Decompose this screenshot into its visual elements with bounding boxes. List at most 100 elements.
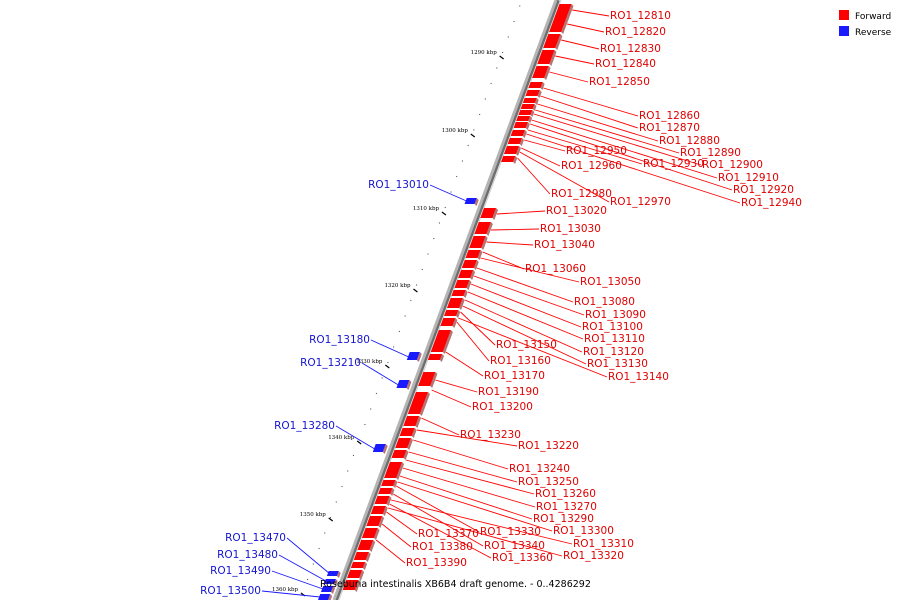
forward-gene-arrow	[418, 372, 438, 388]
forward-leader-line	[375, 539, 406, 564]
forward-leader-line	[476, 267, 574, 303]
forward-gene-arrow	[510, 130, 527, 138]
forward-gene-arrow	[366, 516, 385, 528]
forward-leader-line	[473, 275, 585, 316]
forward-gene-arrow	[399, 428, 417, 438]
reverse-leader-line	[271, 570, 324, 590]
forward-gene-label: RO1_13020	[546, 205, 607, 217]
forward-leader-line	[386, 511, 418, 535]
scale-tick-label: 1310 kbp	[413, 206, 440, 212]
forward-leader-line	[531, 119, 718, 179]
scale-tick-label: 1330 kbp	[356, 359, 383, 365]
scale-tick-mark	[413, 288, 418, 293]
forward-gene-arrow	[391, 450, 409, 460]
legend-forward-swatch	[839, 10, 849, 20]
forward-leader-line	[431, 389, 472, 408]
minor-tick	[318, 547, 320, 550]
reverse-gene-arrow	[372, 444, 388, 454]
forward-leader-line	[555, 55, 595, 65]
forward-gene-label: RO1_12940	[741, 197, 802, 209]
scale-tick-mark	[470, 133, 476, 138]
forward-leader-line	[435, 379, 478, 393]
minor-tick	[444, 206, 446, 209]
gene-labels: RO1_12810 RO1_12820 RO1_12830 RO1_12840 RO1_…	[200, 10, 802, 597]
forward-gene-label: RO1_12820	[605, 26, 666, 38]
scale-tick-label: 1290 kbp	[471, 50, 498, 56]
forward-leader-line	[387, 507, 563, 557]
forward-gene-label: RO1_13390	[406, 557, 467, 569]
minor-tick	[335, 501, 337, 503]
forward-gene-label: RO1_12830	[600, 43, 661, 55]
forward-gene-label: RO1_13120	[583, 346, 644, 358]
forward-gene-arrow	[537, 50, 557, 66]
forward-leader-line	[397, 481, 553, 532]
forward-leader-line	[458, 317, 608, 378]
reverse-gene-label: RO1_13210	[300, 357, 361, 369]
reverse-gene-label: RO1_13180	[309, 334, 370, 346]
scale-tick-mark	[384, 364, 390, 369]
minor-tick	[352, 454, 355, 457]
minor-tick	[410, 299, 412, 302]
forward-gene-arrow	[387, 462, 405, 472]
forward-gene-label: RO1_13240	[509, 463, 570, 475]
legend-forward-label: Forward	[855, 12, 891, 22]
forward-gene-arrow	[350, 562, 368, 570]
forward-gene-arrow	[407, 392, 430, 416]
label-leader-lines	[261, 9, 741, 598]
forward-gene-arrow	[501, 156, 518, 164]
reverse-gene-label: RO1_13470	[225, 532, 286, 544]
forward-gene-label: RO1_13230	[460, 429, 521, 441]
scale-tick-label: 1320 kbp	[384, 283, 411, 289]
forward-leader-line	[529, 123, 733, 191]
reverse-leader-line	[361, 362, 399, 386]
forward-gene-arrow	[361, 528, 380, 540]
forward-leader-line	[456, 321, 490, 362]
forward-gene-arrow	[381, 480, 398, 488]
forward-leader-line	[480, 257, 580, 283]
forward-gene-label: RO1_13250	[518, 476, 579, 488]
forward-gene-label: RO1_13270	[536, 501, 597, 513]
minor-tick	[421, 268, 423, 271]
forward-gene-label: RO1_12960	[561, 160, 622, 172]
minor-tick	[501, 51, 504, 54]
reverse-gene-label: RO1_13480	[217, 549, 278, 561]
forward-gene-arrow	[465, 250, 483, 260]
forward-leader-line	[526, 133, 741, 204]
forward-gene-arrow	[513, 122, 530, 130]
genome-caption: Roseburia intestinalis XB6B4 draft genom…	[320, 579, 591, 590]
reverse-gene-label: RO1_13500	[200, 585, 261, 597]
forward-leader-line	[460, 311, 496, 346]
reverse-leader-line	[429, 184, 467, 202]
forward-gene-label: RO1_13090	[585, 309, 646, 321]
forward-gene-arrow	[342, 580, 361, 592]
forward-gene-label: RO1_12840	[595, 58, 656, 70]
reverse-gene-arrow	[464, 198, 479, 206]
forward-gene-label: RO1_12930	[643, 158, 704, 170]
minor-tick	[370, 408, 372, 410]
forward-gene-arrow	[528, 82, 545, 90]
forward-leader-line	[408, 451, 518, 483]
forward-gene-label: RO1_13140	[608, 371, 669, 383]
forward-leader-line	[572, 9, 610, 17]
forward-gene-arrow	[461, 260, 479, 270]
forward-leader-line	[464, 299, 583, 353]
minor-tick	[490, 82, 492, 85]
scale-tick-label: 1340 kbp	[328, 435, 355, 441]
forward-leader-line	[490, 228, 540, 231]
forward-leader-line	[445, 351, 484, 377]
forward-gene-label: RO1_13100	[582, 321, 643, 333]
forward-leader-line	[540, 95, 639, 129]
forward-gene-label: RO1_13290	[533, 513, 594, 525]
reverse-gene-arrow	[396, 380, 412, 390]
forward-gene-label: RO1_13060	[525, 263, 586, 275]
forward-leader-line	[399, 475, 533, 520]
forward-gene-arrow	[532, 66, 551, 80]
forward-gene-label: RO1_12900	[702, 159, 763, 171]
scale-tick-mark	[441, 211, 447, 216]
reverse-leader-line	[335, 425, 375, 450]
minor-tick	[496, 67, 498, 69]
minor-tick	[398, 330, 400, 333]
forward-gene-arrow	[347, 570, 365, 580]
